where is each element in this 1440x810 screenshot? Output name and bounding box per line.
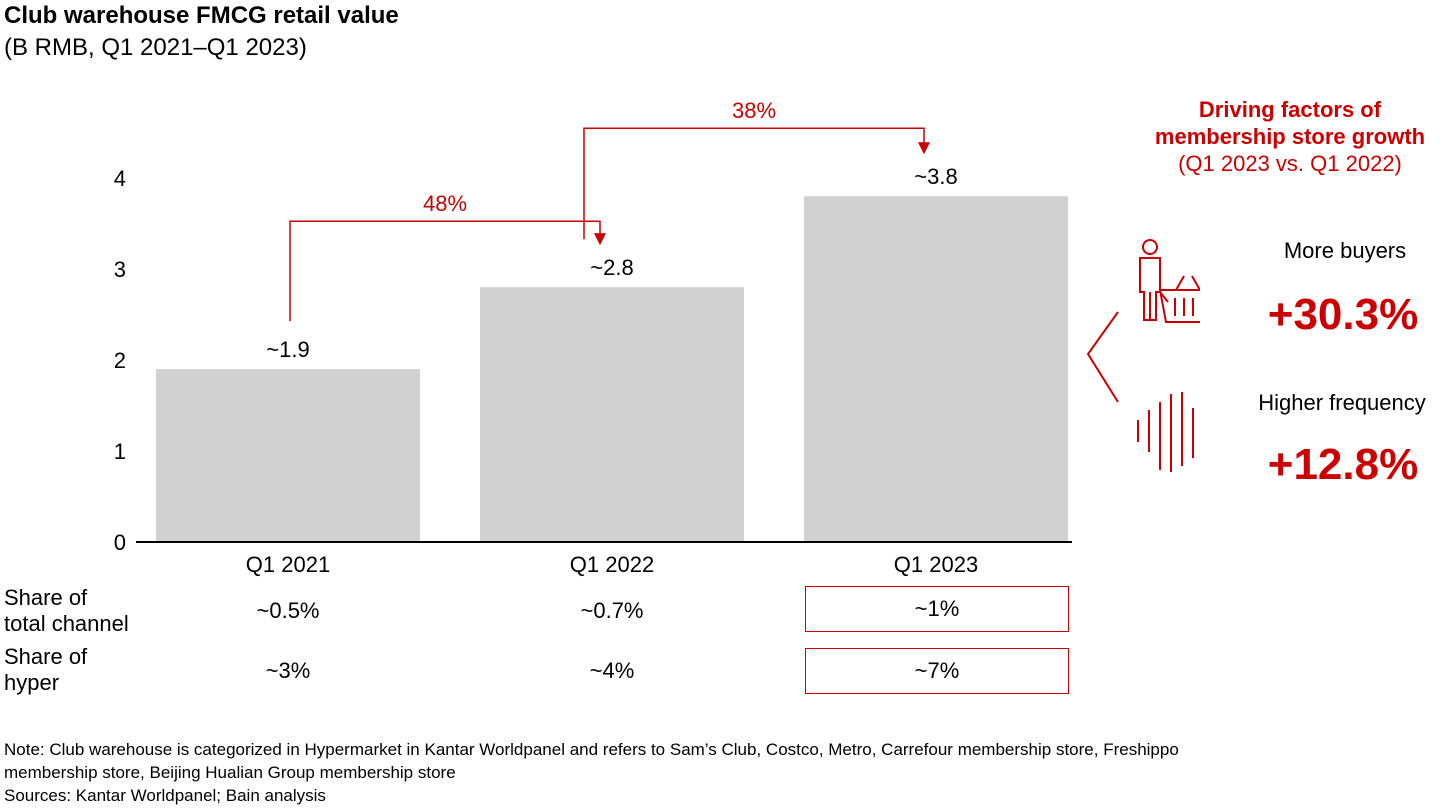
drivers-graphics bbox=[1086, 239, 1200, 472]
bar bbox=[804, 196, 1068, 542]
row-label-line: Share of bbox=[4, 644, 88, 669]
share-total-q1-2022: ~0.7% bbox=[580, 598, 644, 623]
bar-value-label: ~1.9 bbox=[266, 337, 309, 362]
chart-subtitle: (B RMB, Q1 2021–Q1 2023) bbox=[4, 34, 307, 61]
factor-value-more-buyers: +30.3% bbox=[1267, 290, 1419, 339]
y-tick-label: 0 bbox=[114, 530, 126, 555]
y-tick-label: 1 bbox=[114, 439, 126, 464]
drivers-title: Driving factors of membership store grow… bbox=[1110, 96, 1440, 177]
factor-label-higher-frequency: Higher frequency bbox=[1258, 390, 1426, 415]
growth-arrow-line bbox=[289, 220, 601, 322]
growth-arrow-line bbox=[583, 127, 925, 240]
bar-value-label: ~3.8 bbox=[914, 164, 957, 189]
share-total-q1-2023-highlight: ~1% bbox=[805, 586, 1069, 632]
y-tick-label: 4 bbox=[114, 166, 126, 191]
note-line: Note: Club warehouse is categorized in H… bbox=[4, 740, 1179, 759]
row-label-line: hyper bbox=[4, 670, 60, 695]
note-line: membership store, Beijing Hualian Group … bbox=[4, 763, 456, 782]
share-hyper-q1-2023-highlight: ~7% bbox=[805, 648, 1069, 694]
factor-value-higher-frequency: +12.8% bbox=[1267, 440, 1419, 489]
row-label-line: total channel bbox=[4, 611, 129, 636]
share-total-q1-2021: ~0.5% bbox=[256, 598, 320, 623]
x-tick-label: Q1 2021 bbox=[246, 552, 330, 577]
bracket-icon bbox=[1086, 311, 1119, 403]
drivers-title-line2: membership store growth bbox=[1154, 124, 1426, 149]
share-hyper-q1-2022: ~4% bbox=[589, 658, 635, 683]
row-label-line: Share of bbox=[4, 585, 88, 610]
factor-label-more-buyers: More buyers bbox=[1283, 238, 1407, 263]
growth-label: 48% bbox=[423, 191, 467, 216]
x-tick-label: Q1 2023 bbox=[894, 552, 978, 577]
bar bbox=[156, 369, 420, 542]
x-tick-label: Q1 2022 bbox=[570, 552, 654, 577]
frequency-bars-icon bbox=[1137, 392, 1194, 472]
bar bbox=[480, 287, 744, 542]
bar-chart: 0 1 2 3 4 ~1.9 Q1 2021 ~2.8 Q1 2022 ~3.8 Q1 2023 48… bbox=[114, 98, 1072, 577]
growth-label: 38% bbox=[732, 98, 776, 123]
footnote: Note: Club warehouse is categorized in H… bbox=[4, 738, 1424, 807]
chart-title: Club warehouse FMCG retail value bbox=[4, 2, 399, 29]
share-hyper-q1-2021: ~3% bbox=[265, 658, 311, 683]
drivers-title-line1: Driving factors of bbox=[1198, 97, 1382, 122]
row-label-hyper: Share of hyper bbox=[4, 644, 87, 696]
growth-arrow-head bbox=[594, 233, 606, 246]
drivers-title-line3: (Q1 2023 vs. Q1 2022) bbox=[1178, 151, 1402, 176]
y-tick-label: 2 bbox=[114, 348, 126, 373]
row-label-total-channel: Share of total channel bbox=[4, 585, 129, 637]
sources-line: Sources: Kantar Worldpanel; Bain analysi… bbox=[4, 786, 326, 805]
shopper-basket-icon bbox=[1139, 239, 1200, 323]
bar-value-label: ~2.8 bbox=[590, 255, 633, 280]
y-tick-label: 3 bbox=[114, 257, 126, 282]
growth-arrow-head bbox=[918, 142, 930, 155]
